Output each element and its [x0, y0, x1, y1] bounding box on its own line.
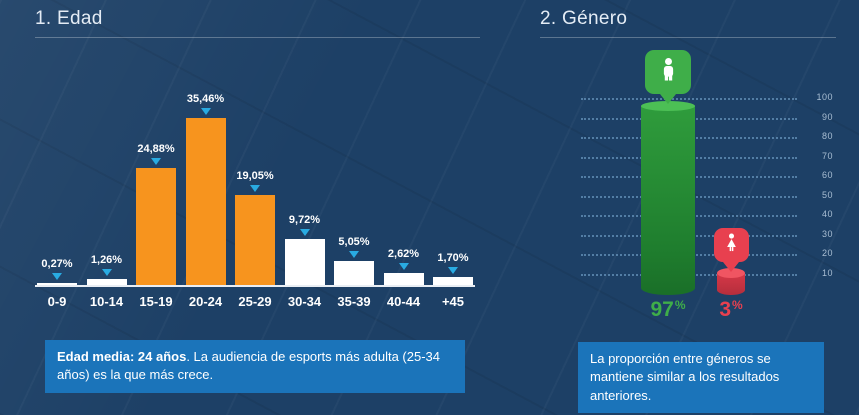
axis-tick-label: 80: [821, 131, 833, 141]
bar-column: 24,88%: [134, 143, 178, 285]
bar-column: 0,27%: [35, 258, 79, 285]
bar-value-label: 35,46%: [186, 93, 225, 106]
axis-tick-label: 70: [821, 150, 833, 161]
bar: [86, 279, 127, 285]
male-bar: [641, 100, 695, 295]
grid-line: 100: [581, 92, 833, 102]
female-icon: [721, 232, 742, 258]
male-column: [639, 49, 697, 295]
bar: [383, 272, 424, 285]
age-section-title: 1. Edad: [35, 8, 480, 38]
down-triangle-icon: [151, 158, 161, 166]
bar-column: 9,72%: [283, 214, 327, 285]
bar-column: 1,70%: [431, 252, 475, 285]
bar-value-label: 1,26%: [90, 254, 123, 267]
gender-section-title: 2. Género: [540, 8, 836, 38]
bar: [334, 261, 374, 285]
x-axis-label: 25-29: [238, 294, 272, 309]
bar-column: 5,05%: [332, 236, 376, 285]
axis-tick-label: 40: [821, 209, 833, 219]
gender-percentage-labels: 97% 3%: [575, 298, 845, 330]
bar-column: 19,05%: [233, 170, 277, 285]
bar-value-label: 24,88%: [137, 143, 175, 156]
x-axis-label: 0-9: [47, 294, 67, 309]
bar: [185, 118, 226, 285]
axis-tick-label: 100: [816, 92, 833, 102]
age-plot-area: 0,27% 1,26% 24,88% 35,46% 19,05% 9,72% 5,05% 2,…: [35, 85, 475, 287]
down-triangle-icon: [299, 229, 310, 237]
female-bar: [717, 268, 745, 295]
male-percentage-value: 97: [650, 298, 674, 321]
bar-value-label: 9,72%: [288, 214, 321, 227]
axis-tick-label: 60: [821, 170, 833, 180]
x-axis-label: 40-44: [386, 294, 421, 309]
bar: [433, 277, 473, 285]
age-bar-chart: 0,27% 1,26% 24,88% 35,46% 19,05% 9,72% 5,05% 2,…: [35, 85, 475, 309]
bar-value-label: 19,05%: [236, 170, 274, 183]
axis-tick-label: 20: [821, 248, 833, 258]
female-pin: [713, 228, 749, 262]
male-percent-sign: %: [674, 298, 686, 312]
female-percentage-value: 3: [719, 298, 731, 321]
bar: [235, 195, 275, 285]
down-triangle-icon: [398, 262, 409, 270]
male-pin: [645, 49, 691, 94]
male-icon: [655, 56, 682, 88]
gender-note-box: La proporción entre géneros se mantiene …: [578, 342, 824, 414]
bar-column: 1,26%: [85, 254, 129, 285]
down-triangle-icon: [52, 273, 62, 280]
x-axis-label: 20-24: [188, 294, 223, 309]
male-percentage-label: 97%: [639, 298, 697, 322]
axis-tick-label: 10: [821, 267, 833, 278]
down-triangle-icon: [101, 269, 112, 277]
age-x-axis: 0-9 10-14 15-19 20-24 25-29 30-34 35-39 40-44 +4…: [35, 294, 475, 309]
down-triangle-icon: [349, 251, 359, 259]
bar-value-label: 0,27%: [41, 258, 73, 270]
x-axis-label: 10-14: [89, 294, 124, 309]
down-triangle-icon: [250, 185, 260, 193]
bar: [136, 168, 176, 285]
axis-tick-label: 50: [821, 189, 833, 200]
bar: [284, 239, 325, 285]
bar-column: 2,62%: [382, 248, 426, 285]
female-column: [713, 228, 749, 295]
bar-value-label: 5,05%: [338, 236, 370, 249]
age-note-text: . La audiencia de esports más adulta (25…: [57, 349, 440, 383]
down-triangle-icon: [200, 108, 211, 116]
bar-value-label: 2,62%: [387, 247, 420, 260]
x-axis-label: 35-39: [337, 294, 371, 309]
age-note-box: Edad media: 24 años. La audiencia de esp…: [45, 340, 465, 393]
x-axis-label: 15-19: [139, 294, 173, 309]
x-axis-label: +45: [441, 294, 465, 309]
bar-column: 35,46%: [184, 93, 228, 285]
gender-column-chart: 100 90 80 70 60 50 40 30 20 10: [575, 49, 845, 295]
bar: [37, 283, 77, 285]
x-axis-label: 30-34: [287, 294, 322, 309]
female-percentage-label: 3%: [711, 298, 751, 322]
age-note-bold-text: Edad media: 24 años: [57, 349, 187, 364]
axis-tick-label: 90: [821, 111, 833, 122]
bar-value-label: 1,70%: [437, 252, 469, 265]
axis-tick-label: 30: [821, 228, 833, 239]
down-triangle-icon: [448, 267, 458, 275]
female-percent-sign: %: [732, 298, 743, 312]
